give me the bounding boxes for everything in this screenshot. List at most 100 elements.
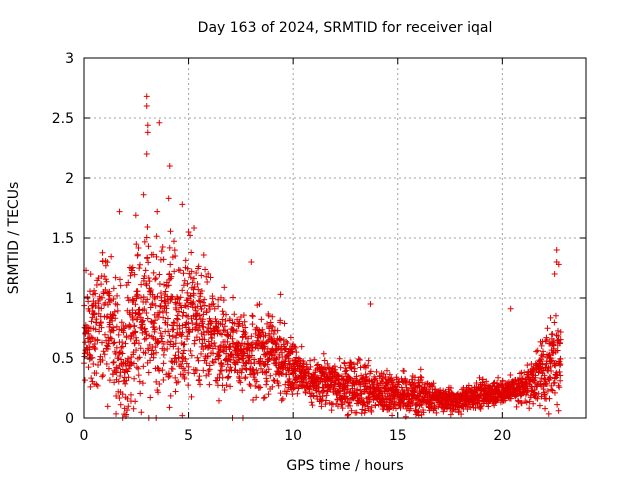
data-point xyxy=(547,374,554,381)
data-point xyxy=(420,409,427,416)
data-point xyxy=(219,316,226,323)
data-point xyxy=(131,329,138,336)
data-point xyxy=(364,383,371,390)
data-point xyxy=(200,252,207,259)
data-point xyxy=(447,385,454,392)
data-point xyxy=(108,335,115,342)
data-point xyxy=(550,345,557,352)
data-point xyxy=(191,337,198,344)
data-point xyxy=(365,362,372,369)
data-point xyxy=(195,286,202,293)
data-point xyxy=(160,341,167,348)
data-point xyxy=(179,201,186,208)
data-point xyxy=(88,375,95,382)
data-point xyxy=(130,297,137,304)
data-point xyxy=(365,405,372,412)
data-point xyxy=(188,315,195,322)
data-point xyxy=(184,280,191,287)
data-point xyxy=(238,340,245,347)
data-point xyxy=(494,397,501,404)
data-point xyxy=(255,383,262,390)
data-point xyxy=(554,347,561,354)
data-point xyxy=(125,374,132,381)
data-point xyxy=(209,301,216,308)
data-point xyxy=(220,297,227,304)
data-point xyxy=(152,275,159,282)
data-point xyxy=(138,294,145,301)
data-point xyxy=(179,322,186,329)
data-point xyxy=(180,350,187,357)
data-point xyxy=(120,329,127,336)
data-point xyxy=(275,364,282,371)
data-point xyxy=(270,377,277,384)
data-point xyxy=(98,324,105,331)
data-point xyxy=(211,339,218,346)
data-point xyxy=(208,340,215,347)
data-point xyxy=(201,336,208,343)
x-tick-label: 15 xyxy=(389,428,407,444)
data-point xyxy=(129,296,136,303)
data-point xyxy=(221,386,228,393)
y-tick-label: 0 xyxy=(65,411,74,427)
data-point xyxy=(129,264,136,271)
data-point xyxy=(153,378,160,385)
data-point xyxy=(114,307,121,314)
data-point xyxy=(307,363,314,370)
data-point xyxy=(293,354,300,361)
data-point xyxy=(187,232,194,239)
data-point xyxy=(556,384,563,391)
data-point xyxy=(274,327,281,334)
data-point xyxy=(297,357,304,364)
data-point xyxy=(104,403,111,410)
data-point xyxy=(224,374,231,381)
data-point xyxy=(131,360,138,367)
data-point xyxy=(335,403,342,410)
data-point xyxy=(180,341,187,348)
data-point xyxy=(328,407,335,414)
data-point xyxy=(211,305,218,312)
data-point xyxy=(539,361,546,368)
data-point xyxy=(191,370,198,377)
data-point xyxy=(156,280,163,287)
data-point xyxy=(223,366,230,373)
data-point xyxy=(355,355,362,362)
data-point xyxy=(185,320,192,327)
data-point xyxy=(203,309,210,316)
data-point xyxy=(154,339,161,346)
data-point xyxy=(548,367,555,374)
data-point xyxy=(557,336,564,343)
data-point xyxy=(112,274,119,281)
data-point xyxy=(367,301,374,307)
data-point xyxy=(239,387,246,394)
data-point xyxy=(193,367,200,374)
data-point xyxy=(526,405,533,412)
data-point xyxy=(140,293,147,300)
data-point xyxy=(93,319,100,326)
data-point xyxy=(250,396,257,403)
data-point xyxy=(181,277,188,284)
data-point xyxy=(253,367,260,374)
data-point xyxy=(171,268,178,275)
data-point xyxy=(115,331,122,338)
data-point xyxy=(108,253,115,260)
data-point xyxy=(227,364,234,371)
data-point xyxy=(345,411,352,418)
data-point xyxy=(237,314,244,321)
data-point xyxy=(535,390,542,397)
data-point xyxy=(226,315,233,322)
data-point xyxy=(92,346,99,353)
data-point xyxy=(330,401,337,408)
data-point xyxy=(266,356,273,363)
data-point xyxy=(175,349,182,356)
data-point xyxy=(116,276,123,283)
data-point xyxy=(228,351,235,358)
data-point xyxy=(241,318,248,325)
data-point xyxy=(181,347,188,354)
data-point xyxy=(373,368,380,375)
data-point xyxy=(274,379,281,386)
data-point xyxy=(138,281,145,288)
data-point xyxy=(124,368,131,375)
data-point xyxy=(495,374,502,381)
data-point xyxy=(174,316,181,323)
data-point xyxy=(171,247,178,254)
